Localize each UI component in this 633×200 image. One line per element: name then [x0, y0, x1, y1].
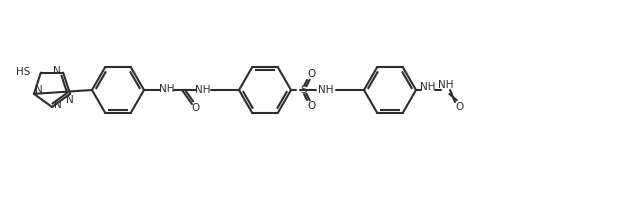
Text: S: S — [301, 85, 307, 95]
Text: NH: NH — [318, 85, 334, 95]
Text: NH: NH — [420, 82, 436, 92]
Text: NH: NH — [195, 85, 211, 95]
Text: NH: NH — [160, 84, 175, 94]
Text: N: N — [53, 66, 61, 76]
Text: O: O — [307, 101, 315, 111]
Text: HS: HS — [16, 67, 31, 77]
Text: O: O — [192, 103, 200, 113]
Text: O: O — [307, 69, 315, 79]
Text: O: O — [455, 102, 463, 112]
Text: N: N — [66, 95, 74, 105]
Text: NH: NH — [438, 80, 454, 90]
Text: N: N — [54, 100, 62, 110]
Text: N: N — [35, 85, 43, 95]
